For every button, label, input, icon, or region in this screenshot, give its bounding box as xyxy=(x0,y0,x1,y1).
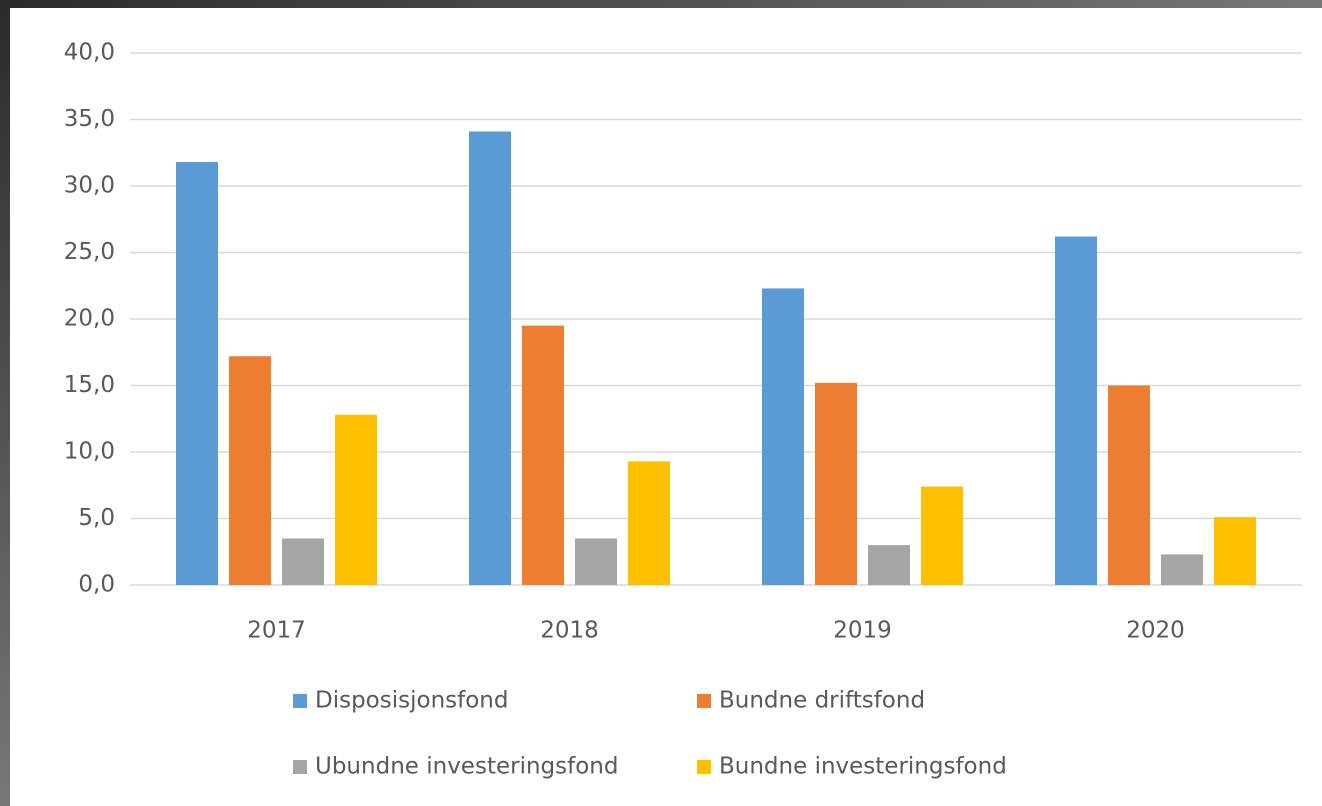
x-tick-label: 2018 xyxy=(540,618,599,644)
bar xyxy=(469,131,511,585)
bar xyxy=(335,415,377,585)
legend-label: Disposisjonsfond xyxy=(315,688,508,714)
bar xyxy=(1214,517,1256,585)
bar xyxy=(176,162,218,585)
x-tick-label: 2020 xyxy=(1126,618,1185,644)
legend-label: Bundne driftsfond xyxy=(719,688,925,714)
y-tick-label: 35,0 xyxy=(64,106,115,132)
x-tick-label: 2017 xyxy=(247,618,306,644)
bar xyxy=(1161,554,1203,585)
y-tick-label: 25,0 xyxy=(64,239,115,265)
y-tick-label: 10,0 xyxy=(64,439,115,465)
bar xyxy=(229,356,271,585)
legend-swatch xyxy=(293,694,307,708)
bar xyxy=(1055,237,1097,585)
bar xyxy=(762,288,804,585)
x-tick-label: 2019 xyxy=(833,618,892,644)
bar xyxy=(575,538,617,585)
y-tick-label: 40,0 xyxy=(64,40,115,66)
legend-swatch xyxy=(697,694,711,708)
bar xyxy=(522,326,564,585)
bar xyxy=(921,487,963,585)
page: {"chart_data": {"type": "bar", "categori… xyxy=(0,0,1322,806)
chart: 0,0 5,0 10,0 15,0 20,0 25,0 30,0 35,0 40,0 2017 20… xyxy=(0,0,1322,806)
bar xyxy=(868,545,910,585)
legend-swatch xyxy=(697,760,711,774)
y-tick-label: 0,0 xyxy=(78,572,115,598)
bar xyxy=(815,383,857,585)
legend-swatch xyxy=(293,760,307,774)
legend-label: Ubundne investeringsfond xyxy=(315,754,618,780)
bar xyxy=(628,461,670,585)
bar xyxy=(1108,386,1150,586)
y-tick-label: 20,0 xyxy=(64,306,115,332)
legend-label: Bundne investeringsfond xyxy=(719,754,1007,780)
y-tick-label: 5,0 xyxy=(78,505,115,531)
y-tick-label: 15,0 xyxy=(64,372,115,398)
y-tick-label: 30,0 xyxy=(64,173,115,199)
bar xyxy=(282,538,324,585)
